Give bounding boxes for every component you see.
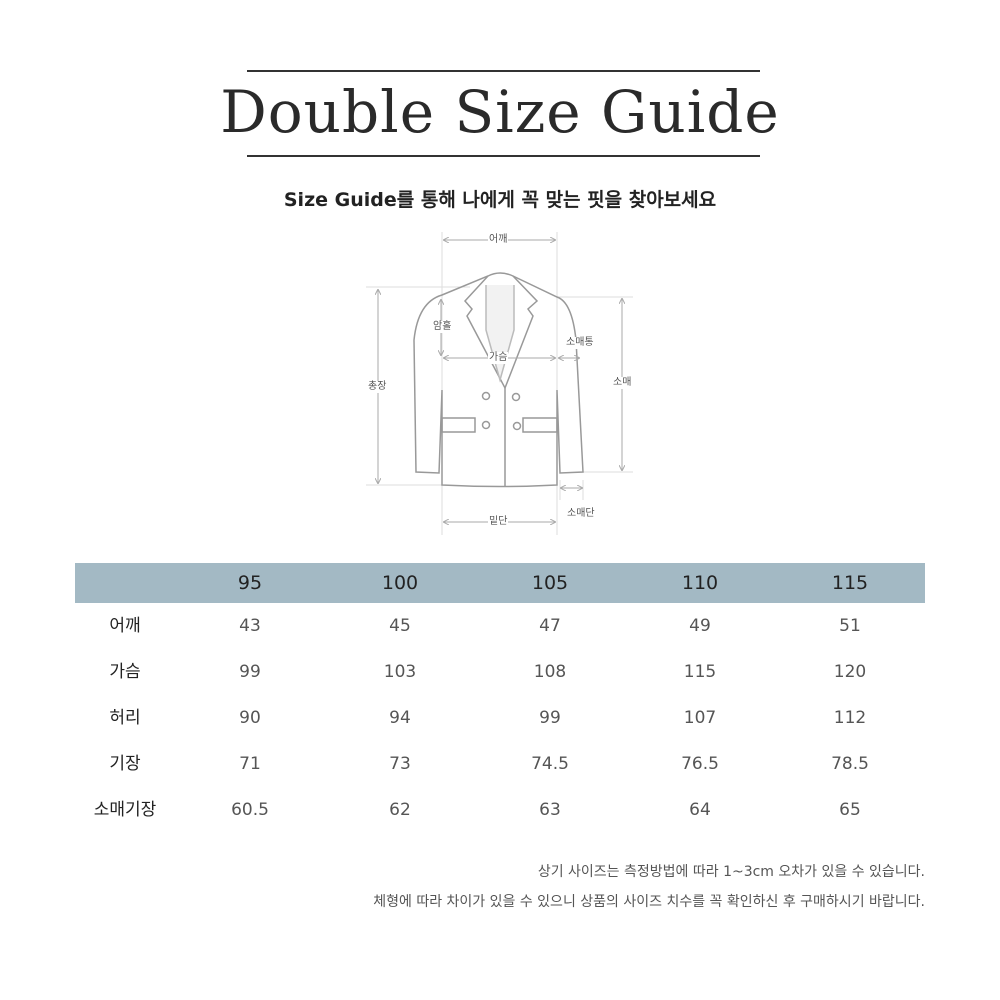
table-cell: 43 bbox=[239, 616, 261, 636]
table-cell: 103 bbox=[383, 662, 417, 682]
table-row: 소매기장 60.5 62 63 64 65 bbox=[75, 787, 925, 833]
size-header: 95 bbox=[237, 572, 263, 594]
table-cell: 64 bbox=[689, 800, 711, 820]
table-cell: 120 bbox=[833, 662, 867, 682]
title-top-rule bbox=[247, 70, 760, 72]
table-cell: 45 bbox=[389, 616, 411, 636]
table-row: 기장 71 73 74.5 76.5 78.5 bbox=[75, 741, 925, 787]
size-header-row: 95 100 105 110 115 bbox=[75, 563, 925, 603]
table-cell: 99 bbox=[239, 662, 261, 682]
table-cell: 76.5 bbox=[681, 754, 719, 774]
guide-lines bbox=[366, 232, 633, 535]
label-chest: 가슴 bbox=[488, 352, 509, 364]
row-label: 가슴 bbox=[109, 662, 141, 682]
title-bottom-rule bbox=[247, 155, 760, 157]
table-cell: 94 bbox=[389, 708, 411, 728]
table-cell: 49 bbox=[689, 616, 711, 636]
table-cell: 99 bbox=[539, 708, 561, 728]
table-cell: 62 bbox=[389, 800, 411, 820]
note-body-type: 체형에 따라 차이가 있을 수 있으니 상품의 사이즈 치수를 꼭 확인하신 후… bbox=[373, 894, 925, 910]
table-cell: 74.5 bbox=[531, 754, 569, 774]
note-tolerance: 상기 사이즈는 측정방법에 따라 1~3cm 오차가 있을 수 있습니다. bbox=[537, 864, 925, 880]
jacket-outline bbox=[413, 272, 584, 488]
table-cell: 107 bbox=[683, 708, 717, 728]
table-cell: 112 bbox=[833, 708, 867, 728]
table-cell: 51 bbox=[839, 616, 861, 636]
size-header: 110 bbox=[681, 572, 719, 594]
table-cell: 63 bbox=[539, 800, 561, 820]
table-cell: 65 bbox=[839, 800, 861, 820]
label-sleeve-hem: 소매단 bbox=[566, 508, 596, 520]
table-cell: 47 bbox=[539, 616, 561, 636]
page-title: Double Size Guide bbox=[220, 78, 780, 146]
table-row: 허리 90 94 99 107 112 bbox=[75, 695, 925, 741]
table-cell: 78.5 bbox=[831, 754, 869, 774]
label-total-length: 총장 bbox=[367, 381, 388, 393]
table-cell: 115 bbox=[683, 662, 717, 682]
row-label: 허리 bbox=[109, 708, 141, 728]
table-cell: 108 bbox=[533, 662, 567, 682]
row-label: 어깨 bbox=[109, 616, 141, 636]
size-table: 95 100 105 110 115 어깨 43 45 47 49 51 가슴 99 103 10… bbox=[75, 563, 925, 833]
size-header: 115 bbox=[831, 572, 869, 594]
row-label: 소매기장 bbox=[93, 800, 157, 820]
table-row: 가슴 99 103 108 115 120 bbox=[75, 649, 925, 695]
label-armhole: 암홀 bbox=[432, 321, 453, 333]
label-hem: 밑단 bbox=[488, 516, 509, 528]
table-cell: 90 bbox=[239, 708, 261, 728]
subtitle: Size Guide를 통해 나에게 꼭 맞는 핏을 찾아보세요 bbox=[283, 189, 717, 211]
table-cell: 60.5 bbox=[231, 800, 269, 820]
size-header: 105 bbox=[531, 572, 569, 594]
table-cell: 71 bbox=[239, 754, 261, 774]
table-cell: 73 bbox=[389, 754, 411, 774]
label-sleeve-length: 소매 bbox=[612, 377, 633, 389]
label-sleeve-width: 소매통 bbox=[565, 337, 595, 349]
size-header: 100 bbox=[381, 572, 419, 594]
row-label: 기장 bbox=[109, 754, 141, 774]
table-row: 어깨 43 45 47 49 51 bbox=[75, 603, 925, 649]
label-shoulder: 어깨 bbox=[488, 234, 509, 246]
